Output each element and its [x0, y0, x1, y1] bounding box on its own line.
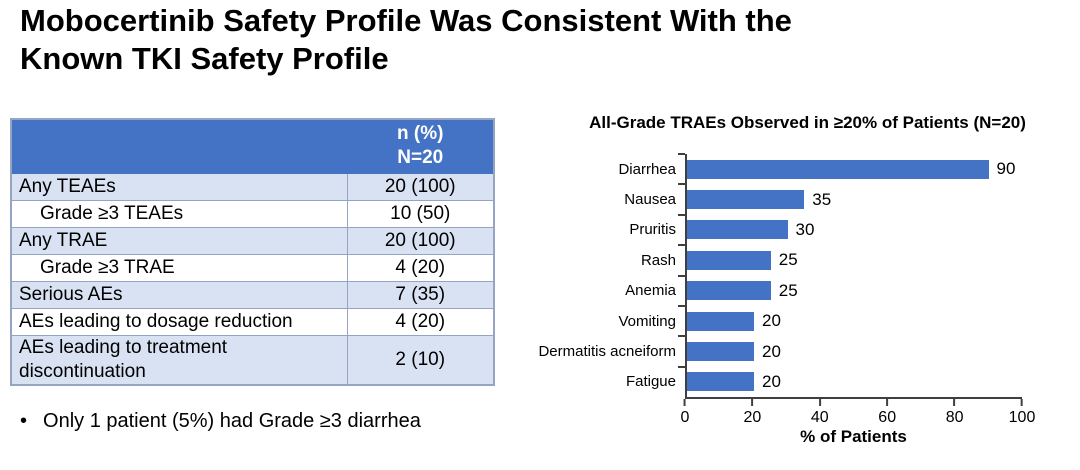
- chart-bar-track: 20: [678, 335, 1022, 367]
- safety-summary-table: n (%) N=20 Any TEAEs 20 (100) Grade ≥3 T…: [10, 118, 495, 386]
- chart-bar: [687, 372, 754, 392]
- table-row: Grade ≥3 TRAE 4 (20): [10, 253, 495, 282]
- chart-bar: [687, 250, 771, 270]
- chart-bar-value: 25: [778, 280, 798, 300]
- chart-bar-row: Dermatitis acneiform 20: [535, 335, 1080, 367]
- bullet-marker: •: [20, 410, 28, 432]
- x-axis-tick-label: 60: [878, 399, 896, 427]
- table-row-label: AEs leading to dosage reduction: [10, 307, 348, 336]
- x-axis-tick-label: 40: [811, 399, 829, 427]
- slide-title-line2: Known TKI Safety Profile: [20, 41, 389, 76]
- table-header-n-pct: n (%): [397, 123, 444, 145]
- slide-title-line1: Mobocertinib Safety Profile Was Consiste…: [20, 3, 792, 38]
- chart-bar-value: 20: [762, 371, 781, 391]
- chart-bar-row: Anemia 25: [535, 274, 1080, 306]
- chart-plot-area: Diarrhea 90 Nausea 35 Pruritis 30: [535, 152, 1080, 447]
- table-row-label: AEs leading to treatment discontinuation: [10, 334, 348, 385]
- x-axis-tick-label: 100: [1009, 399, 1035, 427]
- table-row-label: Serious AEs: [10, 280, 348, 309]
- chart-category-label: Nausea: [624, 191, 676, 209]
- chart-bar: [687, 220, 788, 240]
- chart-bar: [687, 311, 754, 331]
- chart-bar-value: 30: [795, 219, 815, 239]
- chart-bar-value: 20: [762, 341, 781, 361]
- table-row-value: 4 (20): [346, 307, 495, 336]
- table-header-n20: N=20: [397, 147, 444, 169]
- chart-bar-track: 20: [678, 304, 1022, 337]
- chart-bar: [687, 159, 989, 179]
- chart-category-label: Diarrhea: [618, 160, 676, 178]
- chart-bar-track: 90: [678, 152, 1022, 185]
- x-axis-tick-label: 0: [681, 399, 689, 427]
- chart-bar-row: Vomiting 20: [535, 304, 1080, 337]
- bullet-point: • Only 1 patient (5%) had Grade ≥3 diarr…: [20, 408, 421, 434]
- chart-category-label: Rash: [640, 251, 676, 269]
- chart-bar-value: 90: [996, 159, 1016, 179]
- chart-category-label: Anemia: [625, 282, 676, 300]
- table-row: AEs leading to dosage reduction 4 (20): [10, 307, 495, 336]
- x-axis-title: % of Patients: [800, 427, 907, 447]
- table-row: Grade ≥3 TEAEs 10 (50): [10, 199, 495, 228]
- table-row-value: 4 (20): [346, 253, 495, 282]
- chart-bar-track: 25: [678, 244, 1022, 276]
- chart-bar-track: 30: [678, 213, 1022, 246]
- chart-x-axis: 0 20 40 60 80 100: [681, 397, 1035, 427]
- chart-bar: [687, 190, 805, 210]
- chart-category-label: Pruritis: [629, 221, 676, 239]
- bullet-text: Only 1 patient (5%) had Grade ≥3 diarrhe…: [43, 410, 421, 432]
- table-row-label: Any TRAE: [10, 226, 348, 255]
- table-row-label: Grade ≥3 TEAEs: [10, 199, 348, 228]
- chart-bar-value: 20: [762, 311, 781, 331]
- table-row-value: 10 (50): [346, 199, 495, 228]
- chart-bar-row: Nausea 35: [535, 183, 1080, 215]
- chart-category-label: Fatigue: [625, 373, 676, 391]
- x-axis-tick-label: 80: [946, 399, 963, 427]
- chart-category-label: Dermatitis acneiform: [538, 343, 676, 361]
- chart-category-label: Vomiting: [618, 312, 676, 330]
- chart-bar-row: Rash 25: [535, 244, 1080, 276]
- table-row: Any TRAE 20 (100): [10, 226, 495, 255]
- chart-bar-row: Diarrhea 90: [535, 152, 1080, 185]
- table-row-value: 2 (10): [346, 334, 495, 385]
- chart-bar-value: 35: [812, 189, 832, 209]
- x-axis-tick-label: 20: [743, 399, 761, 427]
- table-row: Any TEAEs 20 (100): [10, 172, 495, 201]
- chart-bar: [687, 342, 754, 362]
- table-row: Serious AEs 7 (35): [10, 280, 495, 309]
- table-header-empty-cell: [10, 118, 348, 174]
- table-row-value: 20 (100): [346, 226, 495, 255]
- table-row-label: Any TEAEs: [10, 172, 348, 201]
- chart-bar: [687, 281, 771, 301]
- chart-bar-track: 25: [678, 274, 1022, 306]
- table-header-value-cell: n (%) N=20: [346, 118, 495, 174]
- table-row: AEs leading to treatment discontinuation…: [10, 334, 495, 385]
- chart-bar-row: Fatigue 20: [535, 365, 1080, 398]
- table-row-value: 20 (100): [346, 172, 495, 201]
- chart-bar-row: Pruritis 30: [535, 213, 1080, 246]
- table-header-row: n (%) N=20: [10, 118, 495, 174]
- trae-bar-chart: All-Grade TRAEs Observed in ≥20% of Pati…: [535, 112, 1080, 447]
- chart-bar-track: 35: [678, 183, 1022, 215]
- chart-bar-track: 20: [678, 365, 1022, 398]
- slide-title: Mobocertinib Safety Profile Was Consiste…: [20, 2, 1070, 78]
- chart-bar-value: 25: [778, 250, 798, 270]
- table-row-value: 7 (35): [346, 280, 495, 309]
- table-row-label: Grade ≥3 TRAE: [10, 253, 348, 282]
- chart-title: All-Grade TRAEs Observed in ≥20% of Pati…: [589, 113, 1026, 132]
